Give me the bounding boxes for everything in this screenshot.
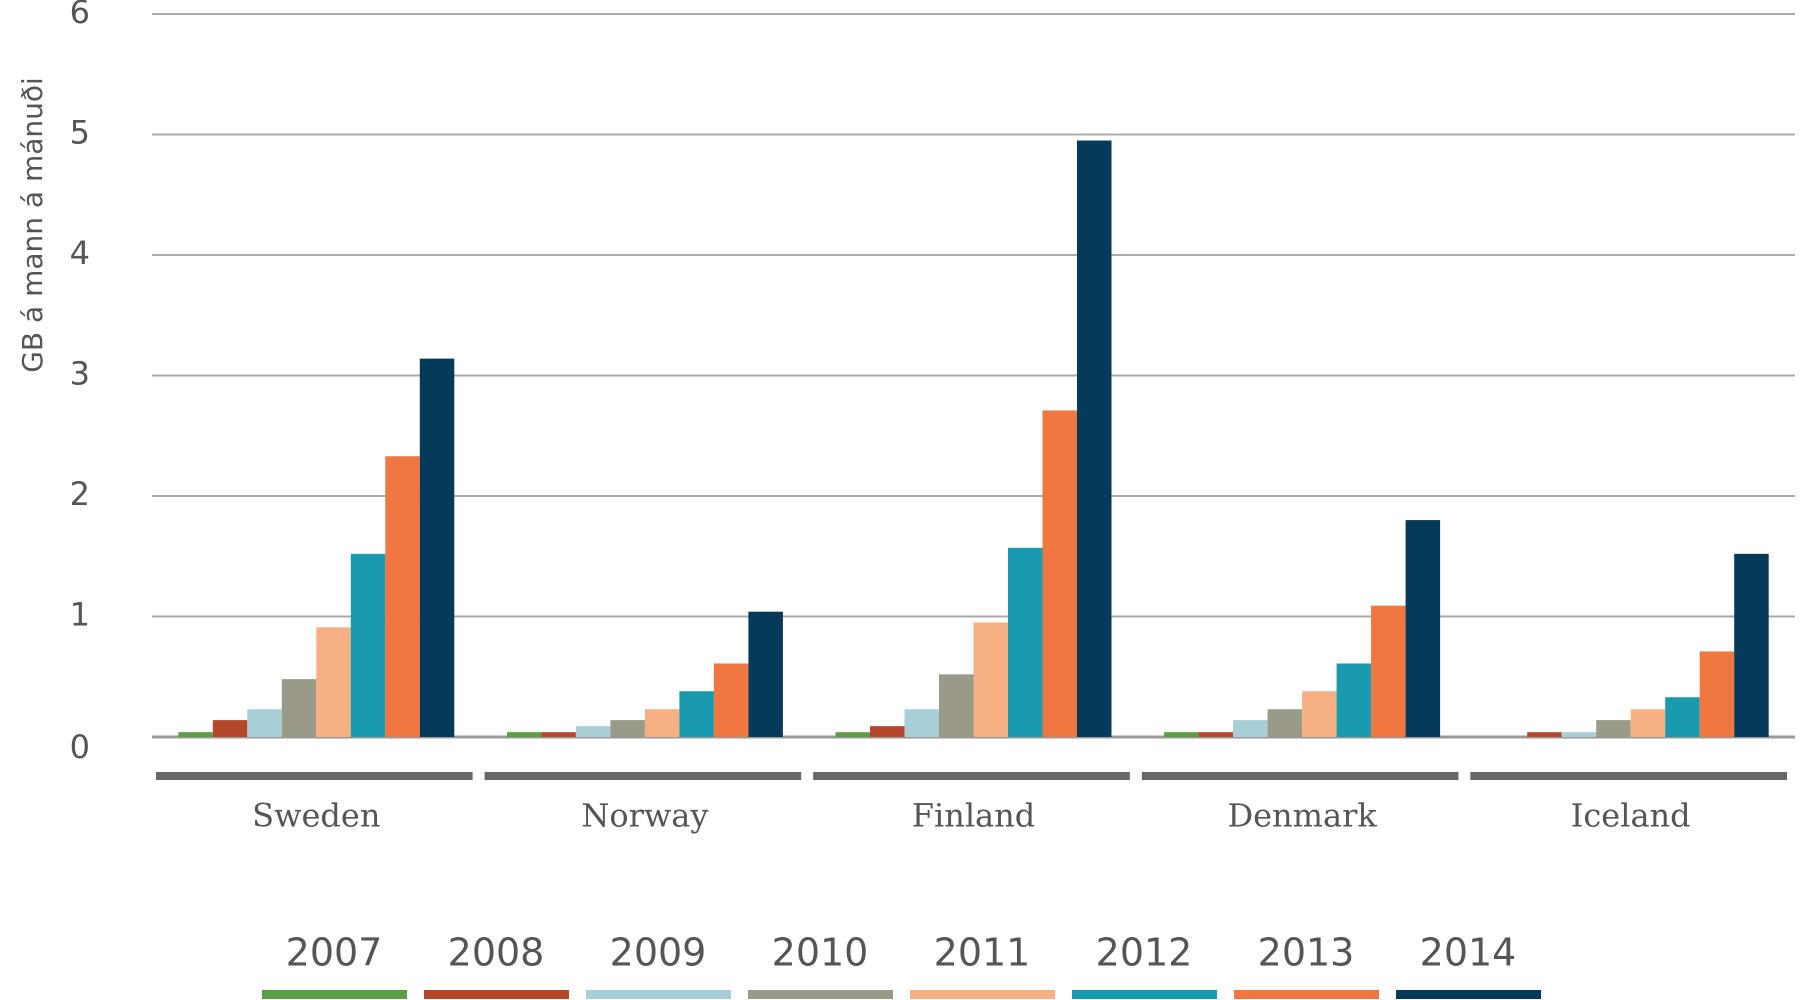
bar — [1734, 553, 1769, 737]
bar — [1302, 691, 1337, 737]
legend-label: 2013 — [1258, 931, 1355, 975]
bar — [1164, 732, 1199, 737]
x-tick-label: Finland — [912, 797, 1035, 835]
y-tick-label: 1 — [70, 596, 90, 634]
bar — [247, 709, 282, 737]
bar — [973, 622, 1008, 737]
bar — [1561, 732, 1597, 737]
bar — [1630, 709, 1666, 737]
bar — [575, 726, 611, 737]
bar — [610, 720, 645, 737]
legend-label: 2011 — [934, 931, 1031, 975]
bar — [1699, 651, 1735, 737]
legend-swatch — [910, 990, 1055, 999]
y-tick-label: 3 — [70, 355, 90, 393]
bar — [1267, 709, 1303, 737]
bar — [1042, 410, 1077, 737]
legend-label: 2014 — [1420, 931, 1517, 975]
legend-swatch — [262, 990, 407, 999]
category-bar — [813, 772, 1130, 780]
bar — [679, 691, 714, 737]
bar — [212, 720, 248, 737]
category-bar — [156, 772, 473, 780]
legend-label: 2009 — [610, 931, 707, 975]
category-bar — [484, 772, 802, 780]
category-bar — [1141, 772, 1459, 780]
y-tick-label: 2 — [70, 475, 90, 513]
bar — [281, 679, 317, 737]
legend-swatch — [748, 990, 893, 999]
legend-swatch — [1396, 990, 1541, 999]
bar — [1405, 520, 1441, 737]
legend-swatch — [1234, 990, 1379, 999]
bar — [541, 732, 576, 737]
y-tick-label: 0 — [70, 728, 90, 766]
bar — [1233, 720, 1268, 737]
bar — [644, 709, 680, 737]
bar — [1371, 605, 1406, 737]
bar — [506, 732, 542, 737]
bar — [835, 732, 870, 737]
bar — [904, 709, 939, 737]
category-bar — [1470, 772, 1787, 780]
bar — [1336, 663, 1372, 737]
legend-label: 2008 — [448, 931, 545, 975]
legend-swatch — [586, 990, 731, 999]
bar — [713, 663, 749, 737]
bar — [748, 611, 783, 737]
legend-label: 2010 — [772, 931, 869, 975]
bar — [419, 358, 455, 737]
x-tick-label: Sweden — [252, 797, 380, 835]
bar — [1665, 697, 1700, 737]
bar — [1596, 720, 1631, 737]
bar — [1077, 140, 1112, 737]
legend-label: 2007 — [286, 931, 383, 975]
x-tick-label: Norway — [581, 797, 708, 835]
y-tick-label: 4 — [70, 234, 90, 272]
legend-label: 2012 — [1096, 931, 1193, 975]
x-tick-label: Denmark — [1227, 797, 1377, 835]
bar — [178, 732, 213, 737]
bar — [350, 553, 386, 737]
bar — [385, 456, 420, 737]
legend-swatch — [1072, 990, 1217, 999]
bar — [1527, 732, 1562, 737]
bar — [939, 674, 974, 737]
bar — [1008, 547, 1043, 737]
bar — [870, 726, 905, 737]
y-tick-label: 6 — [70, 0, 90, 31]
bar — [1198, 732, 1234, 737]
y-tick-label: 5 — [70, 114, 90, 152]
y-axis-label: GB á mann á mánuði — [16, 77, 49, 373]
legend-swatch — [424, 990, 569, 999]
bar — [316, 627, 351, 737]
x-tick-label: Iceland — [1571, 797, 1691, 835]
